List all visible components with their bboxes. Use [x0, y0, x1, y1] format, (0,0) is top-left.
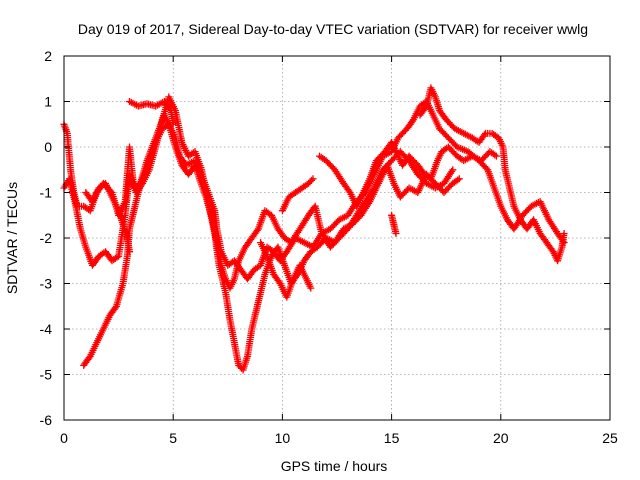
x-tick-label: 15: [384, 430, 400, 446]
x-tick-label: 0: [60, 430, 68, 446]
series-markers: [388, 211, 400, 237]
series-markers: [257, 239, 315, 301]
chart-title: Day 019 of 2017, Sidereal Day-to-day VTE…: [78, 21, 588, 37]
y-tick-label: -1: [40, 185, 53, 201]
data-series: [60, 84, 568, 374]
x-axis-label: GPS time / hours: [281, 458, 388, 474]
series-track-e: [316, 138, 500, 210]
series-track-f: [416, 84, 568, 265]
y-tick-label: -6: [40, 412, 53, 428]
x-tick-label: 25: [602, 430, 618, 446]
y-tick-label: -4: [40, 321, 53, 337]
series-track-d: [126, 98, 177, 128]
y-axis-label: SDTVAR / TECUs: [4, 182, 20, 294]
x-axis-ticks: 0 5 10 15 20 25: [60, 56, 618, 446]
x-tick-label: 20: [493, 430, 509, 446]
series-markers: [80, 120, 457, 369]
series-track-i: [278, 175, 317, 215]
x-tick-label: 5: [169, 430, 177, 446]
y-tick-label: 1: [44, 94, 52, 110]
series-markers: [126, 98, 177, 128]
series-track-j: [388, 211, 400, 237]
y-tick-label: -3: [40, 276, 53, 292]
series-markers: [416, 84, 568, 265]
series-track-g: [82, 179, 133, 256]
y-tick-label: 2: [44, 48, 52, 64]
y-tick-label: -5: [40, 367, 53, 383]
series-track-h: [257, 239, 315, 301]
series-markers: [316, 138, 500, 210]
y-axis-ticks: -6 -5 -4 -3 -2 -1 0 1 2: [40, 48, 610, 428]
series-markers: [82, 179, 133, 256]
x-tick-label: 10: [275, 430, 291, 446]
series-track-c: [80, 120, 457, 369]
y-tick-label: -2: [40, 230, 53, 246]
y-tick-label: 0: [44, 139, 52, 155]
series-markers: [278, 175, 317, 215]
